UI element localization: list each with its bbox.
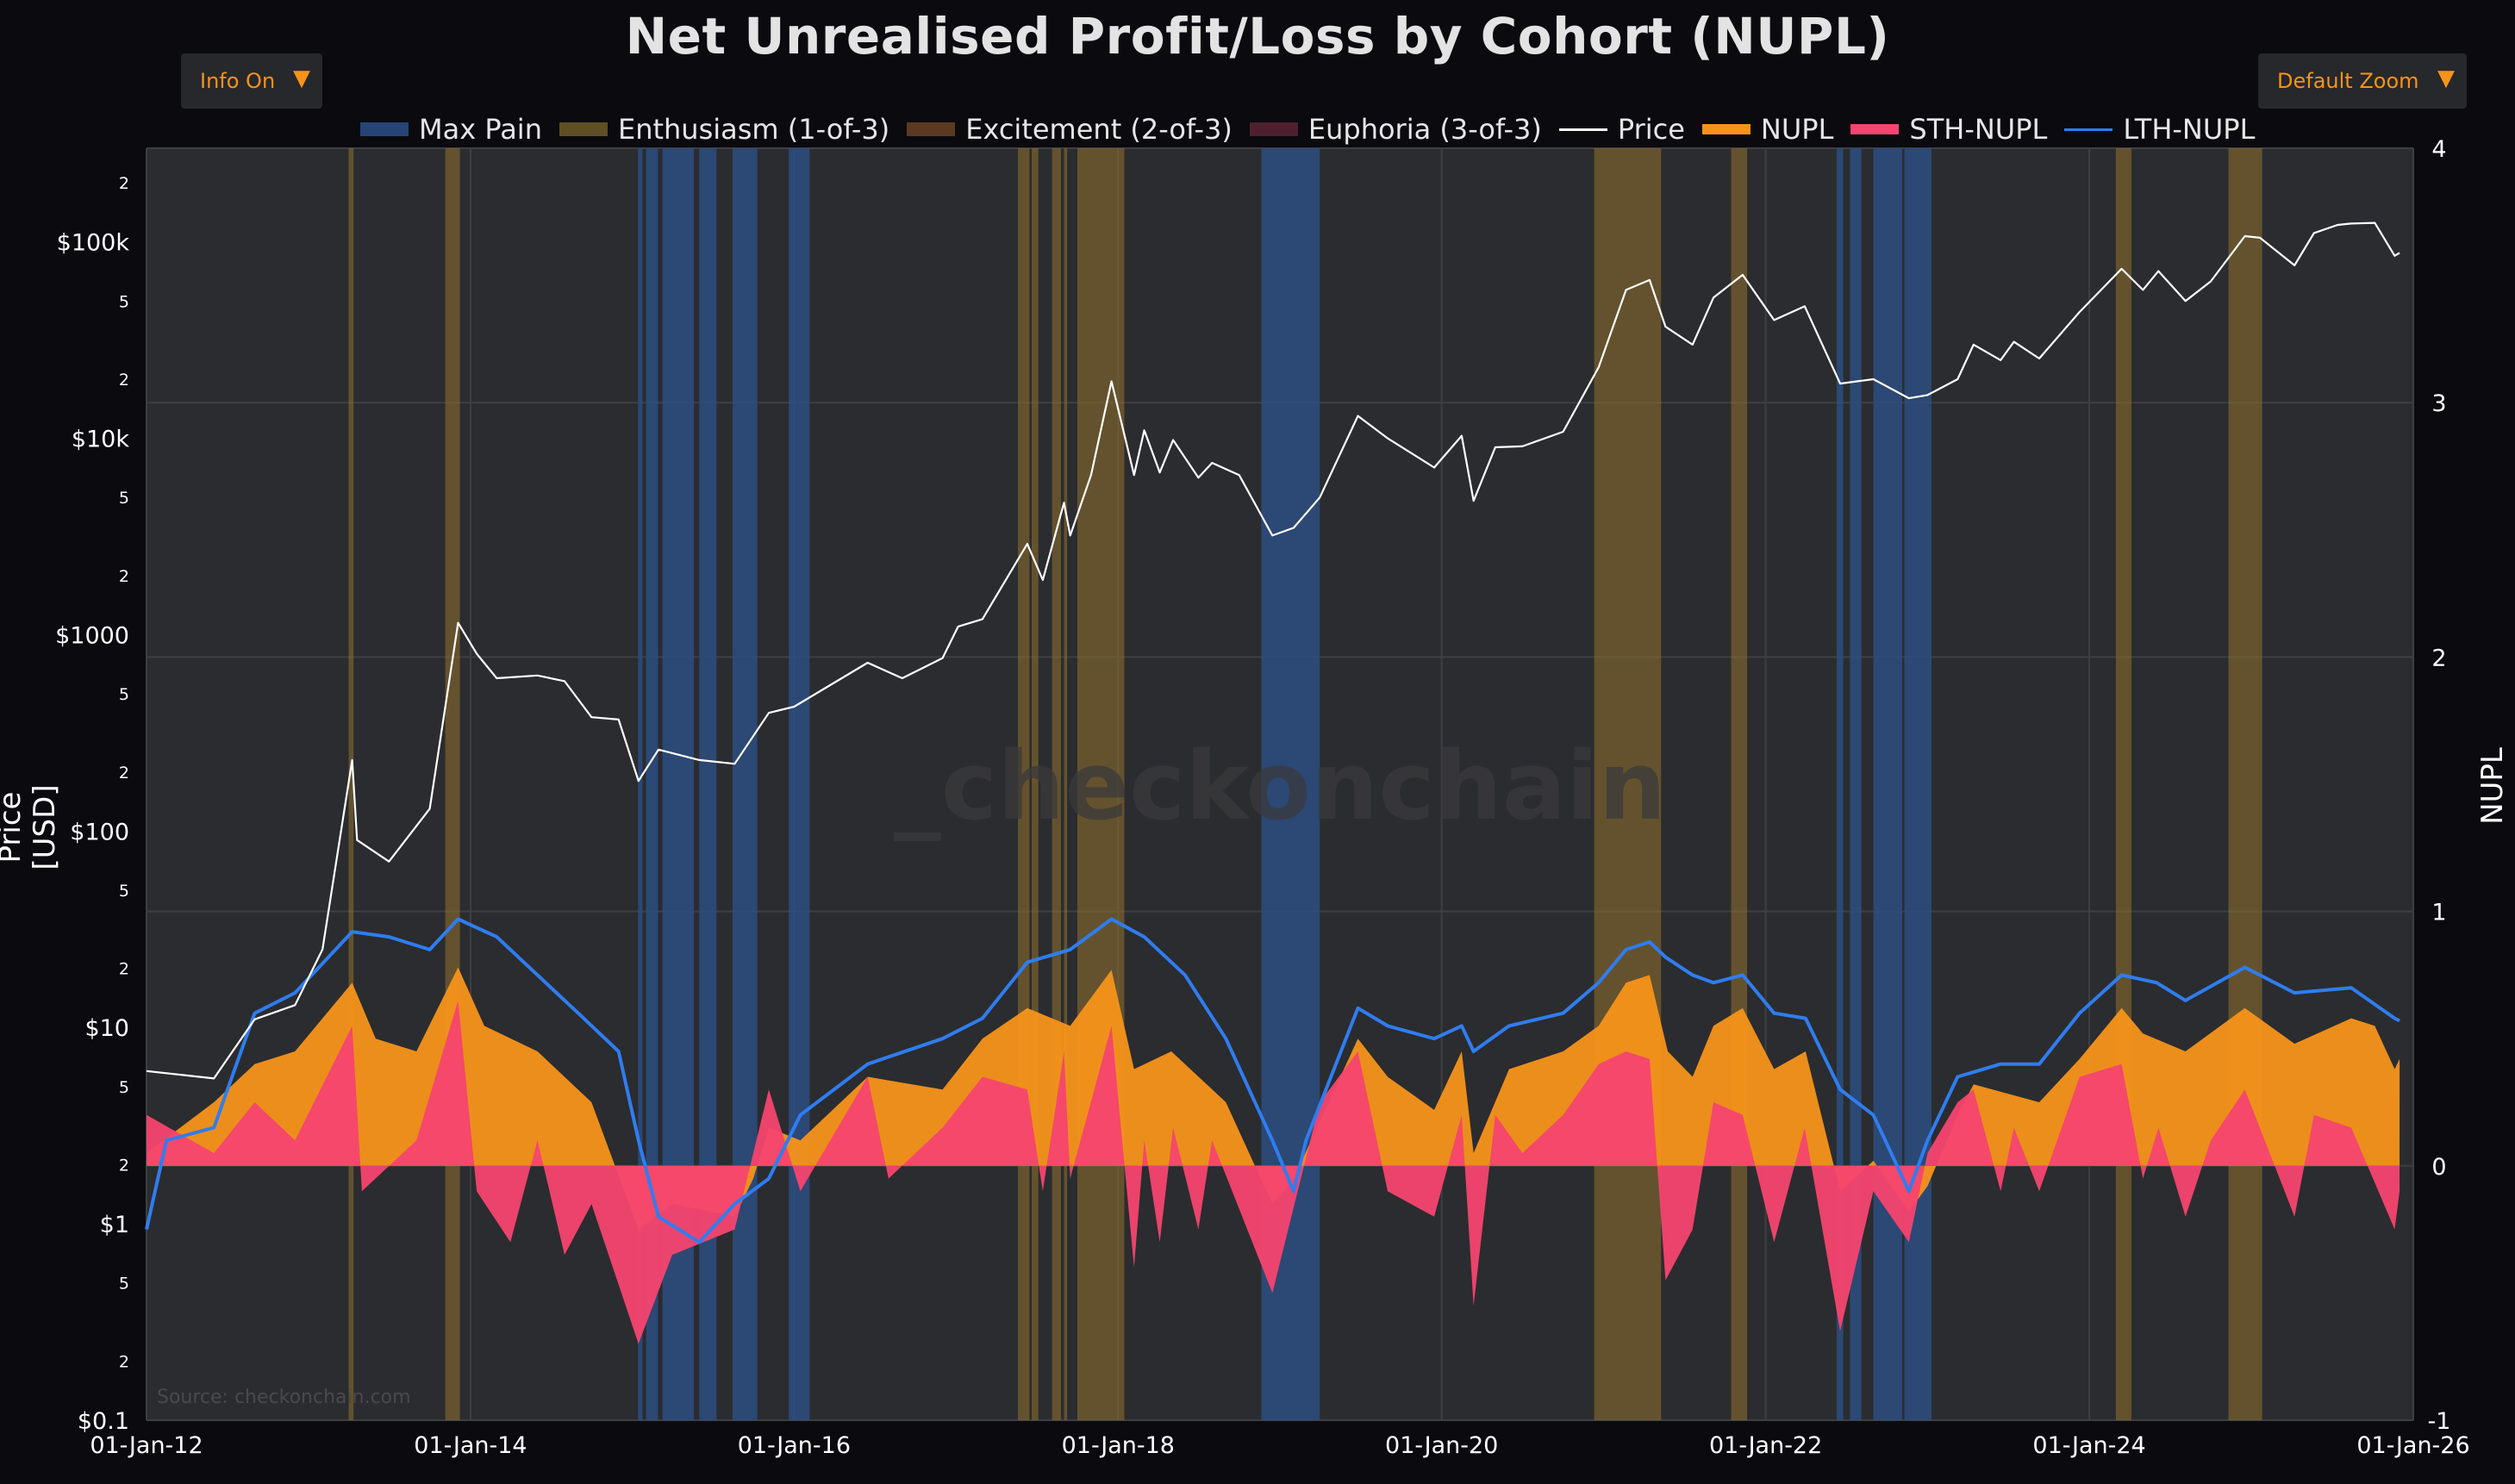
zoom-select-button[interactable]: Default Zoom ▼ bbox=[2258, 53, 2467, 109]
legend-item-nupl[interactable]: NUPL bbox=[1701, 113, 1834, 146]
y-right-tick-label: 0 bbox=[2431, 1154, 2446, 1181]
legend-label: Enthusiasm (1-of-3) bbox=[617, 113, 890, 146]
enthusiasm-zone bbox=[2228, 148, 2262, 1420]
enthusiasm-zone bbox=[1032, 148, 1039, 1420]
dropdown-caret-icon: ▼ bbox=[2437, 65, 2455, 91]
enthusiasm-zone bbox=[348, 148, 354, 1420]
legend-item-excitement[interactable]: Excitement (2-of-3) bbox=[907, 113, 1233, 146]
y-left-minor-label: 5 bbox=[119, 882, 129, 901]
max-pain-zone bbox=[1873, 148, 1903, 1420]
y-left-minor-label: 2 bbox=[119, 764, 129, 783]
x-tick-label: 01-Jan-24 bbox=[2032, 1432, 2145, 1459]
enthusiasm-zone bbox=[1077, 148, 1125, 1420]
info-toggle-label: Info On bbox=[200, 69, 276, 93]
dropdown-caret-icon: ▼ bbox=[293, 65, 310, 91]
legend-swatch bbox=[1701, 124, 1751, 134]
y-left-tick-label: $100k bbox=[57, 230, 130, 257]
y-left-minor-label: 5 bbox=[119, 292, 129, 311]
legend-swatch bbox=[907, 122, 956, 136]
y-left-minor-label: 2 bbox=[119, 371, 129, 390]
legend-swatch bbox=[2064, 128, 2113, 131]
max-pain-zone bbox=[1836, 148, 1844, 1420]
y-right-tick-label: 4 bbox=[2431, 136, 2446, 163]
y-axis-right-title: NUPL bbox=[2475, 747, 2510, 825]
legend-item-max-pain[interactable]: Max Pain bbox=[360, 113, 542, 146]
legend-swatch bbox=[1558, 128, 1607, 131]
y-left-minor-label: 5 bbox=[119, 489, 129, 508]
max-pain-zone bbox=[699, 148, 717, 1420]
enthusiasm-zone bbox=[1594, 148, 1662, 1420]
legend-item-enthusiasm[interactable]: Enthusiasm (1-of-3) bbox=[559, 113, 889, 146]
legend-swatch bbox=[559, 122, 608, 136]
x-tick-label: 01-Jan-22 bbox=[1709, 1432, 1822, 1459]
legend: Max Pain Enthusiasm (1-of-3) Excitement … bbox=[360, 110, 2272, 148]
y-left-tick-label: $10k bbox=[72, 427, 130, 453]
y-left-minor-label: 2 bbox=[119, 1352, 129, 1371]
enthusiasm-zone bbox=[445, 148, 460, 1420]
max-pain-zone bbox=[789, 148, 810, 1420]
price-line bbox=[146, 221, 2400, 1080]
chart-title: Net Unrealised Profit/Loss by Cohort (NU… bbox=[625, 7, 1890, 65]
y-right-tick-label: 1 bbox=[2431, 900, 2446, 926]
x-tick-label: 01-Jan-26 bbox=[2356, 1432, 2469, 1459]
y-left-minor-label: 2 bbox=[119, 567, 129, 586]
x-axis: 01-Jan-12 01-Jan-14 01-Jan-16 01-Jan-18 01-J… bbox=[90, 1432, 2469, 1459]
enthusiasm-zone bbox=[1064, 148, 1068, 1420]
y-left-minor-label: 2 bbox=[119, 1157, 129, 1175]
legend-label: Excitement (2-of-3) bbox=[965, 113, 1233, 146]
x-tick-label: 01-Jan-12 bbox=[90, 1432, 203, 1459]
legend-label: Price bbox=[1617, 113, 1685, 146]
y-left-minor-label: 2 bbox=[119, 174, 129, 193]
y-right-tick-label: 3 bbox=[2431, 390, 2446, 417]
max-pain-zone bbox=[732, 148, 758, 1420]
y-axis-right: -1 0 1 2 3 4 bbox=[2428, 136, 2451, 1435]
legend-swatch bbox=[360, 122, 409, 136]
x-tick-label: 01-Jan-14 bbox=[414, 1432, 527, 1459]
max-pain-zone bbox=[638, 148, 643, 1420]
source-note: Source: checkonchain.com bbox=[157, 1387, 411, 1408]
legend-label: STH-NUPL bbox=[1909, 113, 2048, 146]
legend-swatch bbox=[1249, 122, 1298, 136]
enthusiasm-zone bbox=[1052, 148, 1061, 1420]
legend-item-sth-nupl[interactable]: STH-NUPL bbox=[1850, 113, 2047, 146]
y-left-tick-label: $10 bbox=[84, 1015, 129, 1042]
enthusiasm-zone bbox=[1731, 148, 1748, 1420]
y-left-tick-label: $0.1 bbox=[78, 1408, 129, 1435]
legend-item-euphoria[interactable]: Euphoria (3-of-3) bbox=[1249, 113, 1542, 146]
legend-item-lth-nupl[interactable]: LTH-NUPL bbox=[2064, 113, 2255, 146]
zoom-select-label: Default Zoom bbox=[2277, 69, 2419, 93]
y-left-tick-label: $1000 bbox=[55, 622, 129, 649]
legend-label: Euphoria (3-of-3) bbox=[1307, 113, 1542, 146]
x-tick-label: 01-Jan-16 bbox=[738, 1432, 851, 1459]
y-left-minor-label: 5 bbox=[119, 1275, 129, 1294]
y-left-minor-label: 5 bbox=[119, 685, 129, 704]
legend-label: LTH-NUPL bbox=[2123, 113, 2256, 146]
legend-swatch bbox=[1850, 124, 1900, 134]
legend-item-price[interactable]: Price bbox=[1558, 113, 1685, 146]
legend-label: Max Pain bbox=[419, 113, 542, 146]
enthusiasm-zone bbox=[2115, 148, 2131, 1420]
max-pain-zone bbox=[646, 148, 658, 1420]
info-toggle-button[interactable]: Info On ▼ bbox=[181, 53, 322, 109]
x-tick-label: 01-Jan-18 bbox=[1062, 1432, 1175, 1459]
y-left-minor-label: 5 bbox=[119, 1078, 129, 1097]
y-left-tick-label: $100 bbox=[70, 819, 129, 845]
legend-label: NUPL bbox=[1760, 113, 1834, 146]
lth-nupl-line bbox=[145, 917, 2401, 1244]
y-axis-left-title: Price [USD] bbox=[0, 784, 62, 870]
y-left-minor-label: 2 bbox=[119, 960, 129, 979]
x-tick-label: 01-Jan-20 bbox=[1385, 1432, 1498, 1459]
y-axis-left: $0.1 2 5 $1 2 5 $10 2 5 $100 2 5 $1000 2 5 $10k 2 5 $100k 2 bbox=[55, 174, 129, 1435]
y-right-tick-label: -1 bbox=[2428, 1408, 2451, 1435]
y-right-tick-label: 2 bbox=[2431, 645, 2446, 671]
sth-nupl-area bbox=[147, 1000, 2400, 1344]
y-left-tick-label: $1 bbox=[100, 1212, 129, 1238]
watermark: _checkonchain bbox=[894, 731, 1666, 841]
